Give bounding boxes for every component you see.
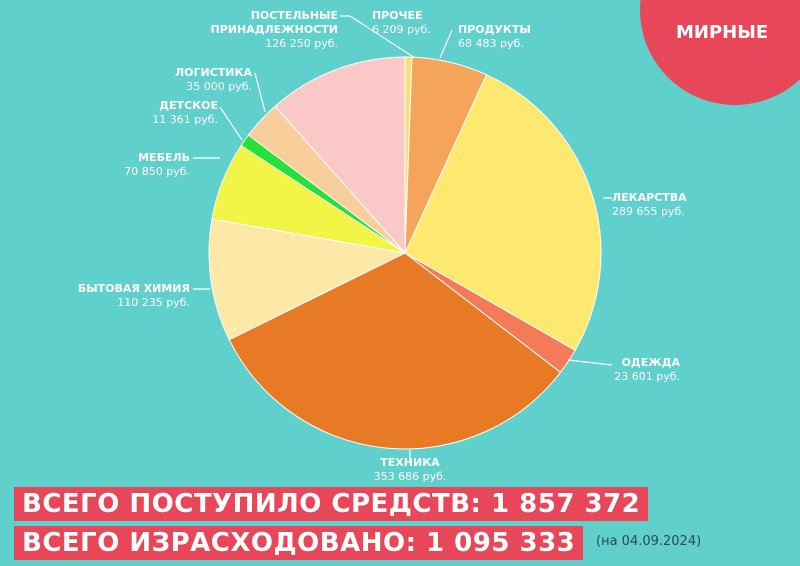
category-name: МЕБЕЛЬ [138, 151, 190, 164]
slice-label: ПРОЧЕЕ 6 209 руб. [372, 9, 442, 37]
category-name: ЛЕКАРСТВА [612, 191, 687, 204]
value-label: 6 209 руб. [372, 23, 431, 36]
date-note: (на 04.09.2024) [596, 534, 702, 549]
slice-label: ПОСТЕЛЬНЫЕ ПРИНАДЛЕЖНОСТИ 126 250 руб. [180, 9, 338, 51]
leader-lines [193, 15, 613, 462]
total-spent: ВСЕГО ИЗРАСХОДОВАНО: 1 095 333 [14, 526, 584, 560]
slice-label: ЛЕКАРСТВА 289 655 руб. [612, 191, 732, 219]
slice-label: ОДЕЖДА 23 601 руб. [590, 356, 680, 384]
pie-slice [228, 252, 562, 450]
category-name: БЫТОВАЯ ХИМИЯ [77, 282, 190, 295]
value-label: 353 686 руб. [373, 470, 447, 483]
badge: МИРНЫЕ [676, 22, 769, 43]
pie-slice [208, 218, 407, 341]
slice-label: ТЕХНИКА 353 686 руб. [350, 456, 470, 484]
value-label: 289 655 руб. [612, 205, 685, 218]
badge-circle [640, 0, 800, 105]
category-name: ПРОДУКТЫ [458, 23, 531, 36]
value-label: 35 000 руб. [186, 80, 252, 93]
slice-label: БЫТОВАЯ ХИМИЯ 110 235 руб. [40, 282, 190, 310]
category-name: ПРОЧЕЕ [372, 9, 423, 22]
category-name: ТЕХНИКА [380, 456, 440, 469]
category-name: ДЕТСКОЕ [159, 99, 218, 112]
total-received: ВСЕГО ПОСТУПИЛО СРЕДСТВ: 1 857 372 [14, 487, 649, 521]
slice-label: ДЕТСКОЕ 11 361 руб. [110, 99, 218, 127]
category-name: ЛОГИСТИКА [175, 66, 252, 79]
pie-slice [404, 74, 602, 351]
value-label: 23 601 руб. [614, 370, 680, 383]
category-name: ПОСТЕЛЬНЫЕ ПРИНАДЛЕЖНОСТИ [210, 9, 338, 36]
value-label: 110 235 руб. [117, 296, 190, 309]
value-label: 68 483 руб. [458, 37, 524, 50]
slice-label: ПРОДУКТЫ 68 483 руб. [458, 23, 558, 51]
slice-label: МЕБЕЛЬ 70 850 руб. [80, 151, 190, 179]
slice-label: ЛОГИСТИКА 35 000 руб. [140, 66, 252, 94]
pie-slice [274, 56, 406, 255]
category-name: ОДЕЖДА [621, 356, 680, 369]
value-label: 70 850 руб. [124, 165, 190, 178]
value-label: 11 361 руб. [152, 113, 218, 126]
value-label: 126 250 руб. [265, 37, 338, 50]
